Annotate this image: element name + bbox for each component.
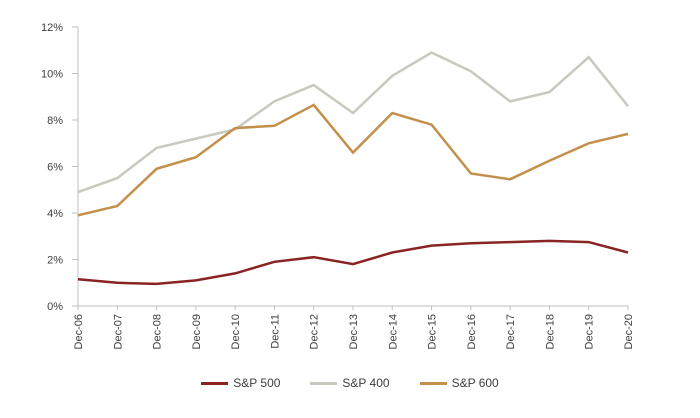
- y-tick-label: 6%: [47, 162, 63, 174]
- x-tick-label: Dec-11: [269, 314, 281, 349]
- series-line-s-p-400: [77, 51, 629, 194]
- x-tick-label: Dec-10: [230, 314, 242, 349]
- series-line-s-p-500: [77, 239, 629, 286]
- y-tick-label: 2%: [47, 255, 63, 267]
- y-tick-label: 8%: [47, 115, 63, 127]
- x-tick-label: Dec-13: [348, 314, 360, 349]
- x-tick-label: Dec-08: [152, 314, 164, 349]
- legend-swatch-sp400-line: [310, 381, 338, 385]
- x-tick-label: Dec-16: [466, 314, 478, 349]
- legend-label-sp500: S&P 500: [233, 376, 281, 390]
- x-tick-label: Dec-20: [623, 314, 635, 349]
- x-tick-label: Dec-07: [112, 314, 124, 349]
- legend-label-sp400: S&P 400: [342, 376, 390, 390]
- x-tick-label: Dec-19: [584, 314, 596, 349]
- line-chart: 0% 2% 4% 6% 8% 10% 12% Dec-06 Dec-07 Dec-08 Dec-09…: [41, 22, 635, 349]
- legend-swatch-sp600-line: [419, 381, 447, 385]
- legend-label-sp600: S&P 600: [451, 376, 499, 390]
- x-tick-label: Dec-06: [73, 314, 85, 349]
- x-tick-label: Dec-14: [387, 314, 399, 349]
- series-line-s-p-600: [77, 103, 629, 217]
- x-tick-label: Dec-17: [505, 314, 517, 349]
- legend-item-sp600: S&P 600: [419, 376, 499, 390]
- x-tick-label: Dec-12: [309, 314, 321, 349]
- y-tick-label: 0%: [47, 301, 63, 313]
- y-tick-label: 4%: [47, 208, 63, 220]
- chart-legend: S&P 500 S&P 400 S&P 600: [0, 377, 700, 389]
- x-tick-label: Dec-15: [427, 314, 439, 349]
- legend-item-sp500: S&P 500: [201, 377, 280, 389]
- legend-swatch-sp500-line: [201, 381, 229, 385]
- legend-item-sp400: S&P 400: [310, 376, 390, 390]
- x-tick-label: Dec-09: [191, 314, 203, 349]
- y-tick-label: 10%: [41, 69, 63, 81]
- x-tick-label: Dec-18: [544, 314, 556, 349]
- y-tick-label: 12%: [41, 22, 63, 34]
